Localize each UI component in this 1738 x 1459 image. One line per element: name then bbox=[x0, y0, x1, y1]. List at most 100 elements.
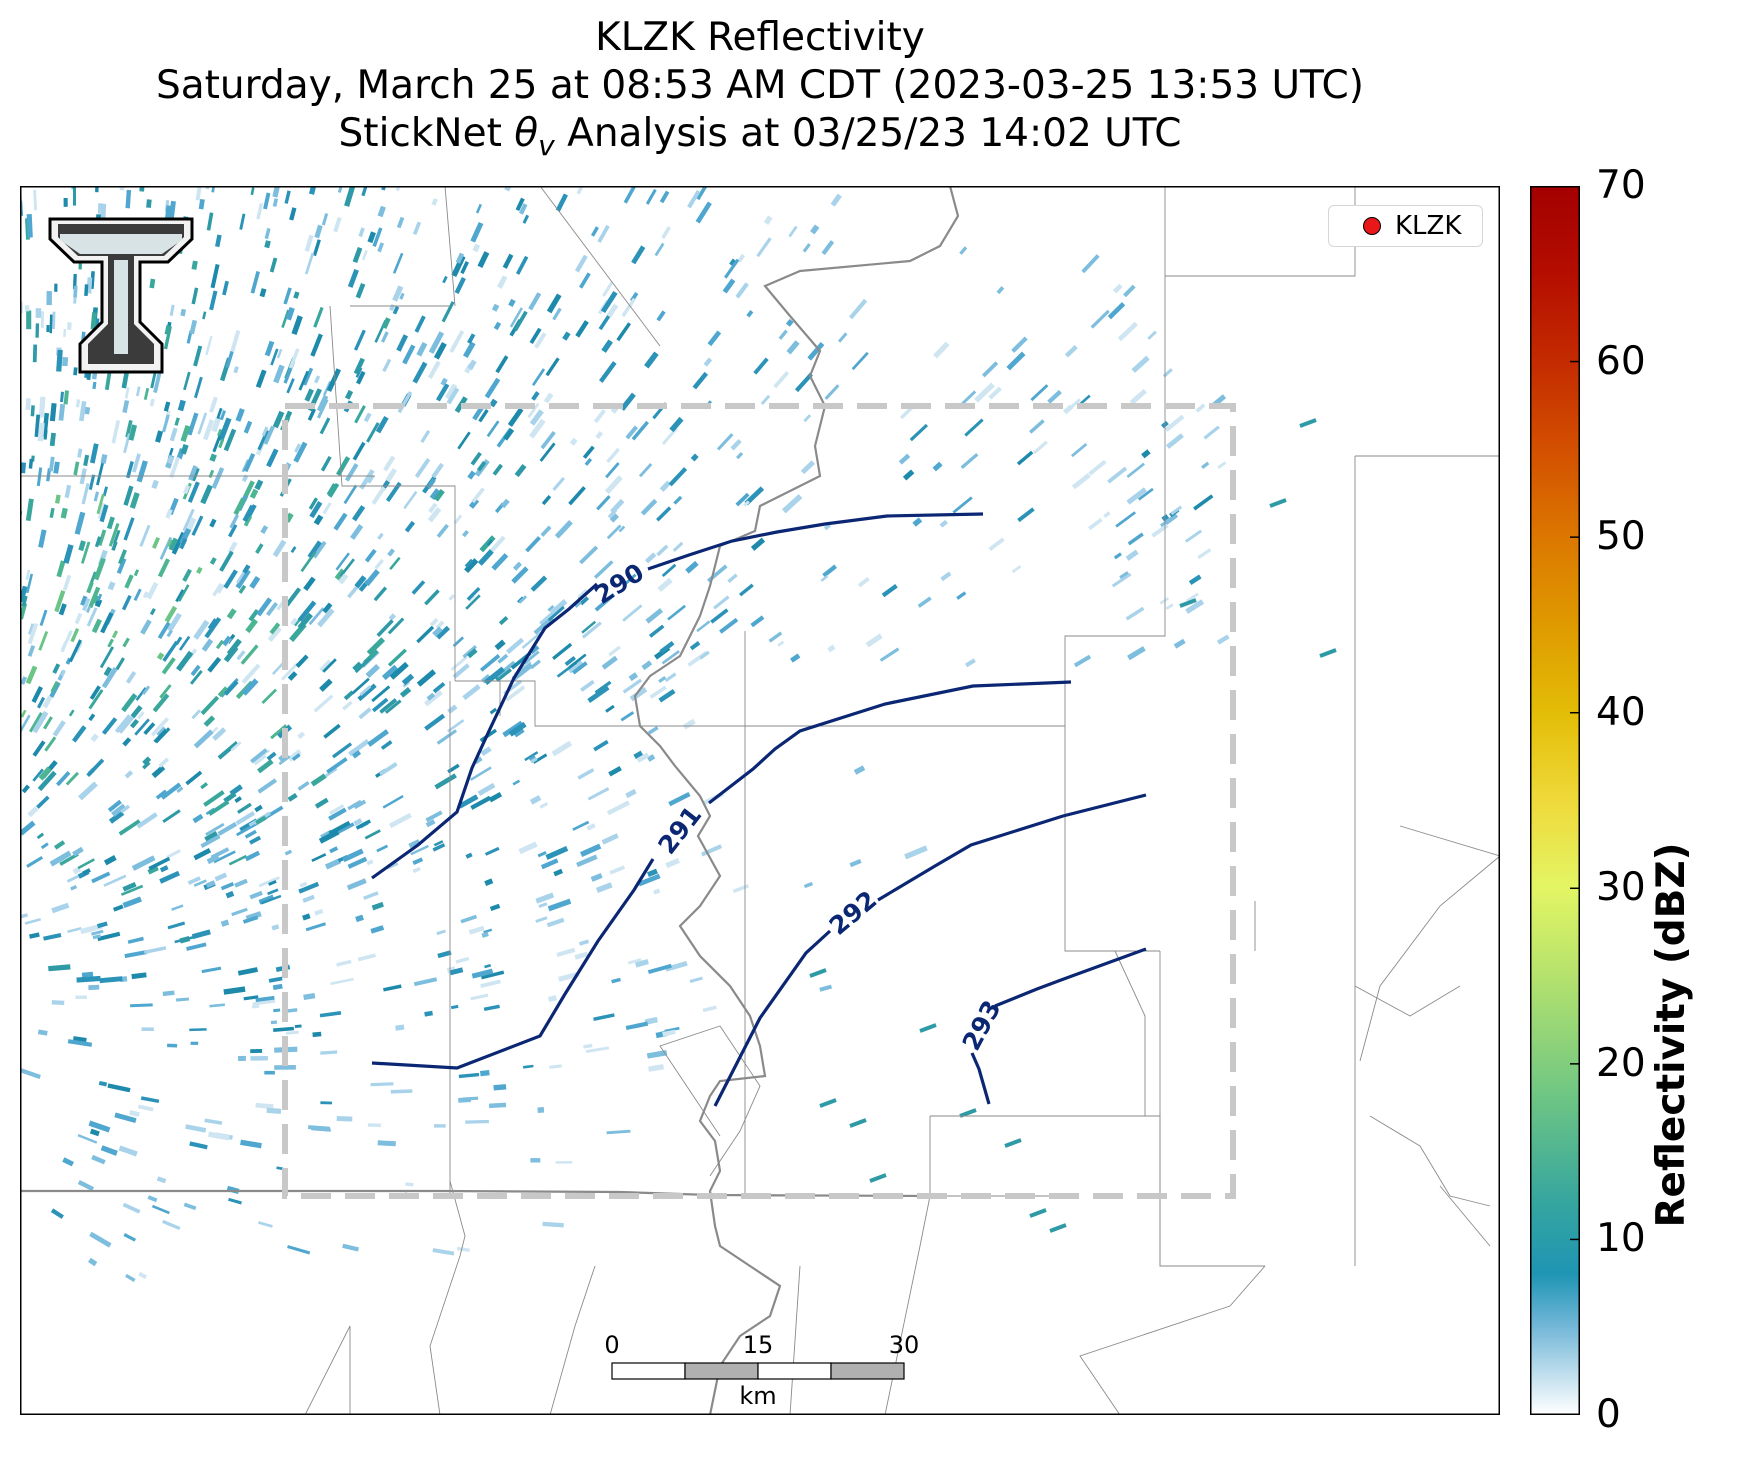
echo-streak bbox=[593, 1013, 615, 1022]
echo-streak bbox=[716, 433, 734, 451]
echo-streak bbox=[849, 858, 862, 868]
echo-streak bbox=[664, 672, 677, 683]
echo-streak bbox=[411, 580, 426, 595]
echo-streak bbox=[1125, 549, 1139, 561]
radar-echoes bbox=[20, 186, 1337, 1282]
echo-streak bbox=[126, 461, 134, 479]
echo-streak bbox=[1188, 574, 1202, 586]
echo-streak bbox=[80, 595, 88, 606]
echo-streak bbox=[103, 666, 113, 677]
echo-streak bbox=[250, 271, 260, 294]
echo-streak bbox=[625, 425, 638, 440]
echo-streak bbox=[79, 400, 87, 422]
echo-streak bbox=[257, 759, 274, 774]
echo-streak bbox=[177, 399, 186, 412]
echo-streak bbox=[468, 925, 485, 935]
echo-streak bbox=[74, 511, 86, 535]
echo-streak bbox=[450, 655, 468, 671]
echo-streak bbox=[354, 657, 372, 674]
echo-streak bbox=[371, 697, 389, 713]
echo-streak bbox=[426, 692, 436, 701]
echo-streak bbox=[81, 483, 90, 505]
echo-streak bbox=[472, 243, 481, 253]
echo-streak bbox=[90, 733, 99, 743]
echo-streak bbox=[314, 224, 323, 239]
echo-streak bbox=[342, 1243, 359, 1252]
echo-streak bbox=[121, 693, 138, 713]
echo-streak bbox=[849, 1118, 867, 1128]
echo-streak bbox=[40, 842, 49, 850]
echo-streak bbox=[462, 645, 477, 659]
echo-streak bbox=[198, 198, 205, 210]
echo-streak bbox=[343, 484, 358, 505]
colorbar-tick-60: 60 bbox=[1596, 338, 1646, 384]
echo-streak bbox=[507, 407, 524, 427]
echo-streak bbox=[68, 709, 75, 717]
echo-streak bbox=[869, 1173, 887, 1183]
echo-streak bbox=[163, 401, 171, 412]
echo-streak bbox=[25, 573, 34, 594]
echo-streak bbox=[1016, 450, 1034, 466]
contour-291-line-a bbox=[371, 858, 655, 1070]
echo-streak bbox=[777, 640, 785, 647]
echo-streak bbox=[161, 657, 176, 675]
echo-streak bbox=[746, 310, 754, 318]
echo-streak bbox=[320, 455, 332, 472]
echo-streak bbox=[167, 921, 186, 930]
echo-streak bbox=[60, 669, 66, 677]
echo-streak bbox=[513, 727, 525, 738]
echo-streak bbox=[479, 654, 501, 672]
echo-streak bbox=[244, 850, 261, 862]
echo-streak bbox=[142, 685, 151, 695]
echo-streak bbox=[819, 1098, 837, 1108]
echo-streak bbox=[336, 959, 352, 967]
echo-streak bbox=[1166, 433, 1184, 449]
echo-streak bbox=[424, 1010, 433, 1017]
echo-streak bbox=[260, 894, 282, 905]
echo-streak bbox=[902, 469, 915, 481]
scale-tick-0: 0 bbox=[604, 1331, 619, 1359]
echo-streak bbox=[160, 782, 182, 800]
echo-streak bbox=[416, 669, 437, 687]
echo-streak bbox=[273, 364, 285, 384]
echo-streak bbox=[431, 462, 444, 479]
echo-streak bbox=[32, 740, 46, 757]
echo-streak bbox=[656, 506, 672, 522]
echo-streak bbox=[108, 523, 120, 547]
echo-streak bbox=[395, 186, 401, 192]
echo-streak bbox=[90, 312, 97, 330]
echo-streak bbox=[508, 721, 527, 737]
echo-streak bbox=[470, 766, 492, 781]
echo-streak bbox=[124, 950, 148, 959]
echo-streak bbox=[178, 635, 191, 651]
echo-streak bbox=[169, 427, 178, 442]
echo-streak bbox=[587, 685, 610, 703]
echo-streak bbox=[144, 946, 167, 955]
echo-streak bbox=[295, 654, 309, 668]
echo-streak bbox=[523, 650, 540, 665]
echo-streak bbox=[700, 844, 723, 857]
echo-streak bbox=[568, 653, 587, 669]
echo-streak bbox=[44, 736, 57, 752]
echo-streak bbox=[218, 417, 232, 442]
echo-streak bbox=[530, 575, 548, 592]
echo-streak bbox=[753, 357, 769, 375]
radar-map[interactable]: 290 291 292 293 0 15 30 km T bbox=[20, 186, 1500, 1415]
echo-streak bbox=[223, 680, 239, 696]
echo-streak bbox=[381, 317, 391, 329]
echo-streak bbox=[744, 486, 765, 506]
echo-streak bbox=[205, 822, 225, 836]
echo-streak bbox=[477, 549, 494, 566]
echo-streak bbox=[318, 829, 340, 844]
echo-streak bbox=[118, 1145, 138, 1157]
echo-streak bbox=[62, 574, 72, 591]
echo-streak bbox=[437, 950, 452, 959]
echo-streak bbox=[480, 979, 501, 988]
echo-streak bbox=[465, 594, 481, 610]
echo-streak bbox=[1141, 449, 1151, 459]
echo-streak bbox=[100, 612, 114, 634]
echo-streak bbox=[53, 461, 60, 474]
echo-streak bbox=[1119, 571, 1130, 580]
echo-streak bbox=[857, 576, 870, 588]
echo-streak bbox=[342, 700, 353, 711]
